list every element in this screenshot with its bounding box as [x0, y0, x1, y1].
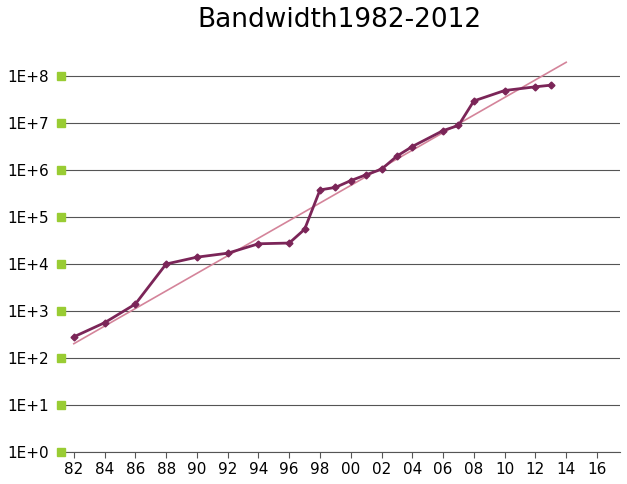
Title: Bandwidth1982-2012: Bandwidth1982-2012: [197, 7, 482, 33]
